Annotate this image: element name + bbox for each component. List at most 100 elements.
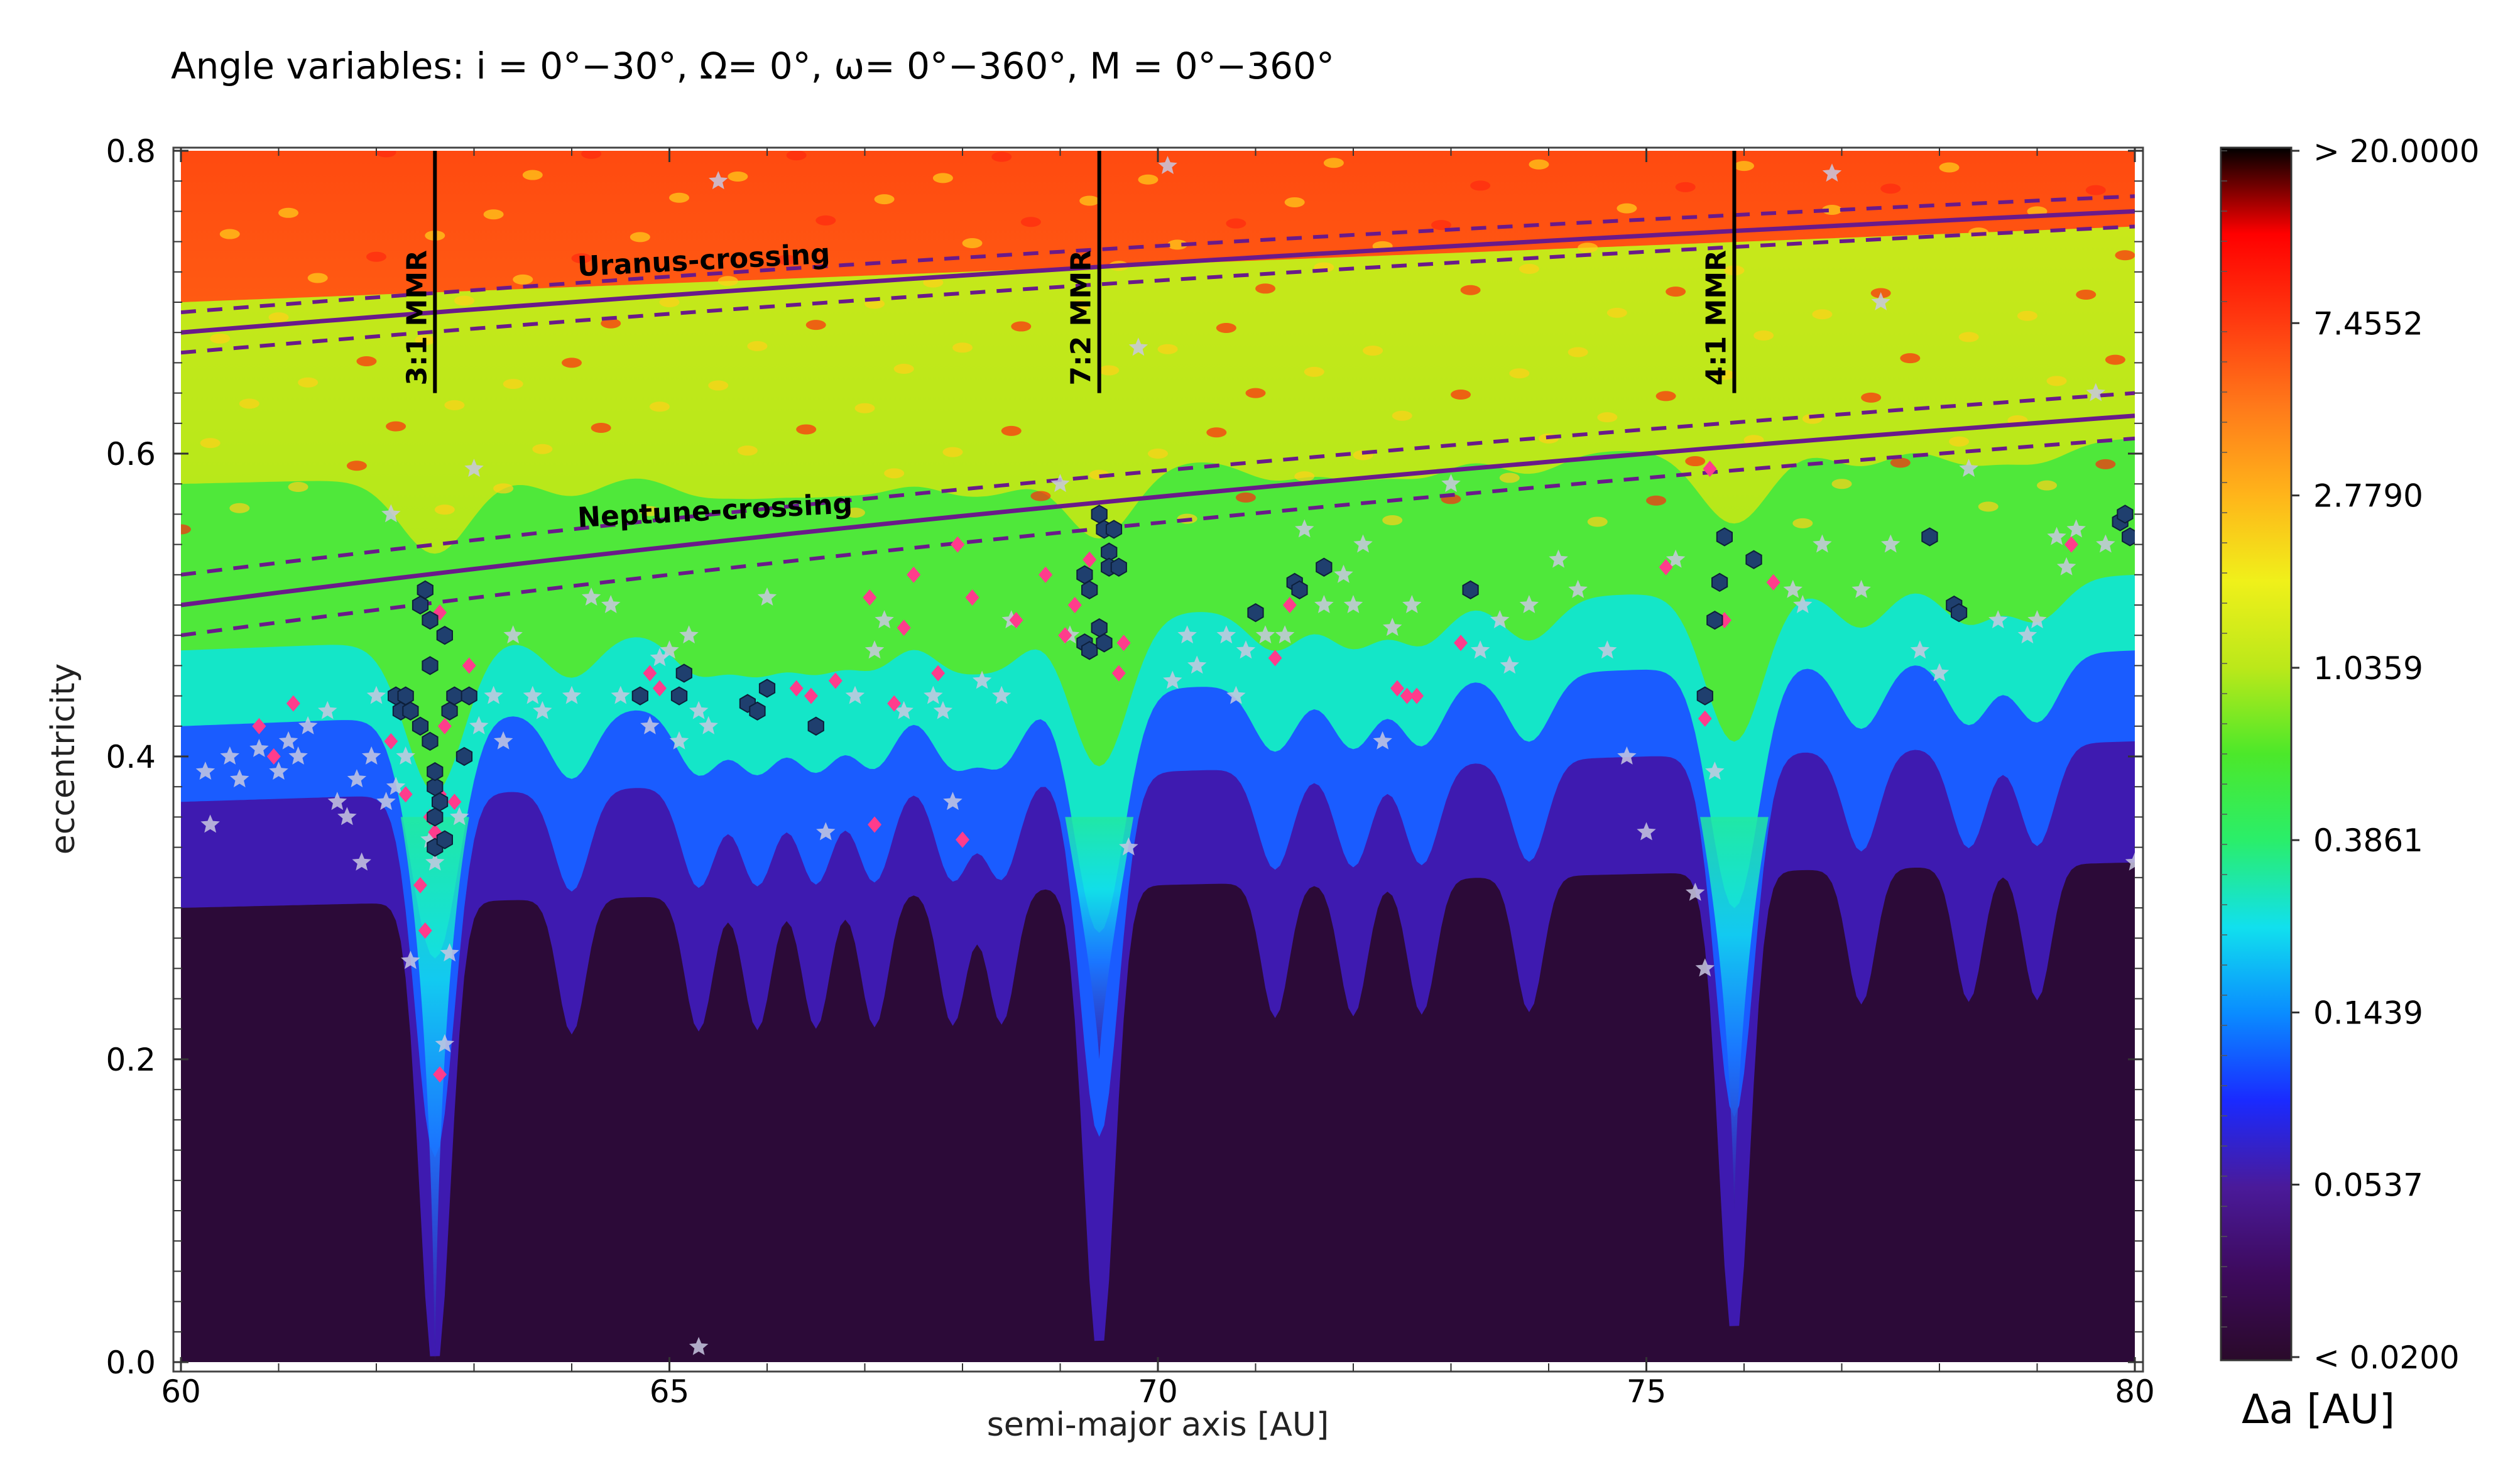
hexagon-marker	[446, 686, 463, 706]
heatmap-speckle	[1655, 391, 1676, 401]
star-marker	[581, 587, 601, 606]
heatmap-speckle	[1714, 369, 1735, 380]
star-marker	[1255, 625, 1275, 644]
heatmap-speckle	[1734, 161, 1754, 172]
heatmap-speckle	[562, 357, 582, 368]
star-marker	[972, 670, 992, 689]
colorbar-label: Δa [AU]	[2242, 1387, 2395, 1433]
star-marker	[1988, 610, 2008, 628]
heatmap-speckle	[307, 273, 328, 283]
diamond-marker	[956, 831, 969, 848]
chart-title: Angle variables: i = 0°−30°, Ω= 0°, ω= 0…	[171, 45, 1334, 87]
heatmap-speckle	[1578, 243, 1598, 253]
diamond-marker	[2064, 536, 2078, 553]
diamond-marker	[252, 717, 266, 734]
star-marker	[533, 701, 552, 719]
diamond-marker	[1082, 551, 1097, 568]
diamond-marker	[398, 786, 413, 803]
heatmap-speckle	[532, 444, 553, 454]
heatmap-speckle	[522, 170, 543, 180]
heatmap-speckle	[1235, 492, 1256, 503]
star-marker	[1050, 474, 1070, 493]
diamond-marker	[965, 589, 979, 606]
hexagon-marker	[422, 656, 439, 675]
heatmap-speckle	[1157, 344, 1178, 354]
x-tick-label: 75	[1627, 1373, 1667, 1410]
heatmap-speckle	[601, 318, 621, 329]
hexagon-marker	[670, 686, 688, 706]
star-marker	[640, 716, 660, 734]
star-marker	[1695, 958, 1715, 977]
diamond-marker	[907, 566, 921, 583]
heatmap-speckle	[1861, 392, 1882, 403]
diamond-marker	[1410, 687, 1424, 704]
star-marker	[1929, 663, 1950, 682]
heatmap-speckle	[1666, 286, 1686, 297]
diamond-marker	[1268, 650, 1282, 667]
heatmap-speckle	[1226, 218, 1246, 229]
heatmap-speckle	[376, 151, 396, 158]
heatmap-speckle	[288, 482, 308, 493]
star-marker	[875, 610, 894, 628]
star-marker	[1163, 670, 1182, 689]
star-marker	[425, 852, 445, 871]
heatmap-speckle	[268, 312, 289, 323]
heatmap-speckle	[1255, 283, 1276, 294]
heatmap-speckle	[1597, 412, 1618, 423]
heatmap-speckle	[1245, 388, 1266, 398]
hexagon-marker	[631, 686, 648, 706]
star-marker	[1226, 685, 1246, 704]
colorbar-tick-label: 7.4552	[2313, 305, 2423, 342]
star-marker	[440, 943, 459, 962]
diamond-marker	[266, 748, 281, 765]
heatmap-speckle	[1451, 390, 1471, 400]
y-tick-label: 0.8	[106, 133, 156, 170]
star-marker	[435, 1034, 455, 1052]
hexagon-marker	[1081, 580, 1098, 600]
hexagon-marker	[675, 663, 692, 683]
colorbar-tick-label: < 0.0200	[2313, 1339, 2460, 1376]
heatmap-speckle	[1685, 456, 1706, 467]
heatmap-speckle	[1939, 162, 1960, 173]
star-marker	[1402, 595, 1422, 613]
diamond-marker	[863, 589, 877, 606]
diamond-marker	[413, 876, 427, 893]
y-tick-label: 0.0	[106, 1345, 156, 1381]
heatmap-speckle	[893, 364, 914, 374]
heatmap-speckle	[1978, 501, 1999, 512]
star-marker	[2017, 625, 2037, 644]
heatmap-speckle	[1382, 515, 1403, 526]
heatmap-speckle	[640, 506, 660, 516]
heatmap-resonance-tongue	[1700, 817, 1769, 1211]
heatmap-speckle	[844, 507, 865, 518]
star-marker	[943, 792, 962, 810]
star-marker	[1793, 595, 1813, 613]
heatmap-speckle	[1890, 457, 1911, 468]
heatmap-speckle	[346, 461, 367, 471]
heatmap-speckle	[1792, 518, 1813, 528]
star-marker	[894, 701, 913, 719]
y-tick-label: 0.6	[106, 436, 156, 472]
x-tick-label: 60	[161, 1373, 201, 1410]
star-marker	[601, 595, 621, 613]
star-marker	[1822, 163, 1842, 182]
star-marker	[2047, 526, 2066, 545]
star-marker	[2096, 534, 2115, 553]
colorbar-gradient	[2220, 146, 2293, 1361]
star-marker	[503, 625, 523, 644]
hexagon-marker	[412, 716, 429, 736]
x-tick-label: 65	[650, 1373, 690, 1410]
heatmap-speckle	[483, 209, 504, 220]
star-marker	[1666, 549, 1686, 568]
star-marker	[523, 685, 542, 704]
star-marker	[1519, 595, 1539, 613]
star-marker	[1119, 837, 1138, 856]
star-marker	[699, 716, 718, 734]
heatmap-speckle	[815, 215, 836, 226]
hexagon-marker	[807, 716, 824, 736]
heatmap-speckle	[1900, 353, 1921, 364]
star-marker	[1490, 610, 1510, 628]
heatmap-speckle	[2085, 185, 2106, 195]
diamond-marker	[951, 536, 965, 553]
